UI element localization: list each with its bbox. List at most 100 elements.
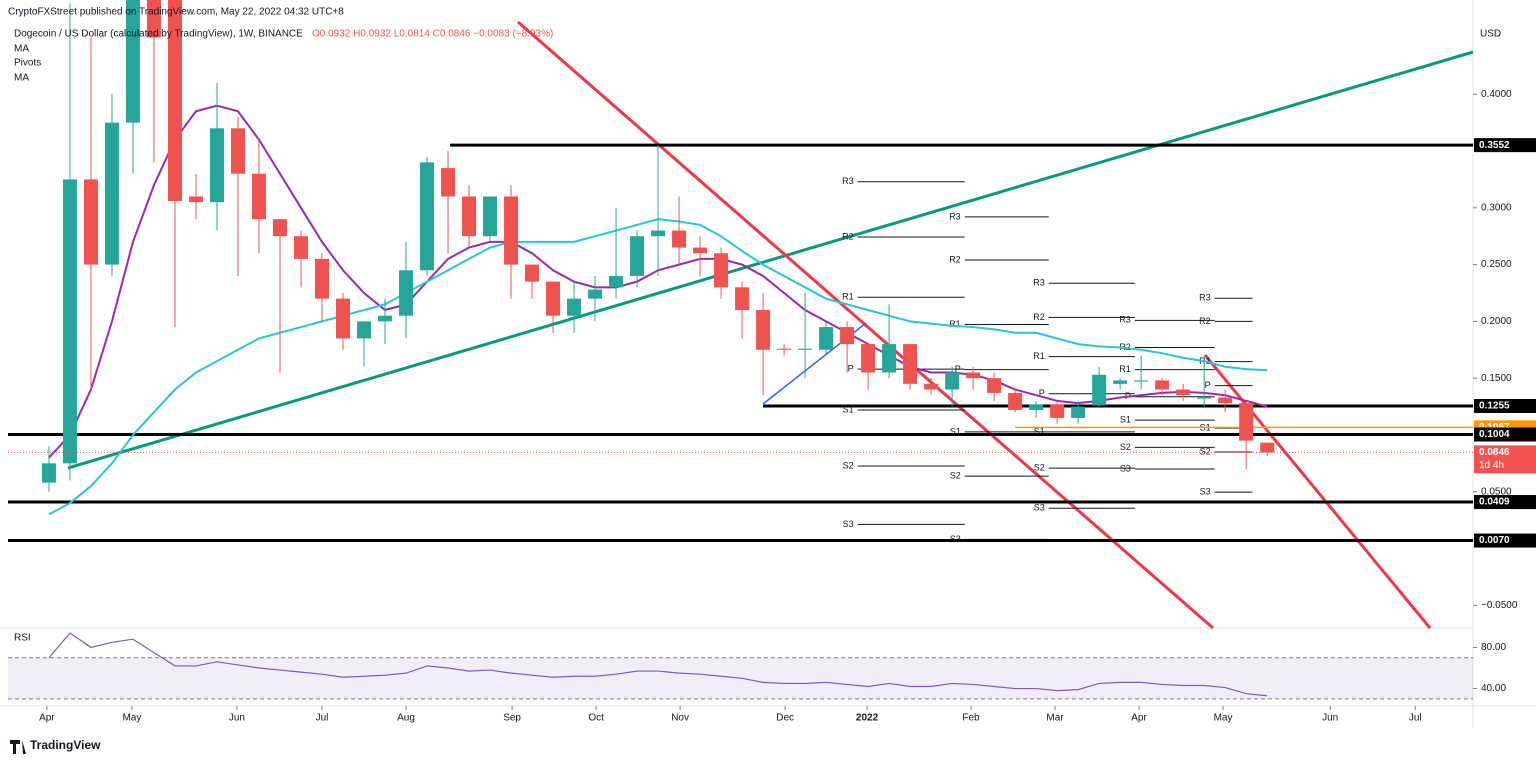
candle-body bbox=[798, 348, 813, 350]
price-tag-label: 0.0846 bbox=[1479, 447, 1510, 458]
price-tag-label: 0.0409 bbox=[1479, 497, 1510, 508]
pivot-label: R1 bbox=[1119, 364, 1131, 374]
pivot-label: S2 bbox=[1200, 446, 1211, 456]
candle-body bbox=[1197, 397, 1212, 399]
rsi-title: RSI bbox=[14, 633, 31, 644]
y-tick-label: 40.00 bbox=[1481, 683, 1506, 694]
pivot-label: R2 bbox=[1119, 342, 1131, 352]
candle-body bbox=[546, 281, 561, 316]
candle-body bbox=[840, 327, 855, 345]
publisher: CryptoFXStreet published on TradingView.… bbox=[8, 7, 344, 18]
y-tick-label: 0.0500 bbox=[1481, 486, 1512, 497]
pivot-label: S3 bbox=[1034, 503, 1045, 513]
pivot-label: S2 bbox=[1120, 442, 1131, 452]
pivot-label: S3 bbox=[1120, 463, 1131, 473]
candle-body bbox=[41, 463, 56, 483]
candle-body bbox=[1155, 380, 1170, 390]
candle-body bbox=[1176, 389, 1191, 396]
pivot-label: S1 bbox=[950, 426, 961, 436]
x-tick-label: Jul bbox=[316, 713, 329, 724]
x-tick-label: Dec bbox=[776, 713, 794, 724]
candle-body bbox=[777, 348, 792, 350]
y-tick-label: −0.0500 bbox=[1481, 600, 1518, 611]
pivot-label: P bbox=[955, 364, 961, 374]
pivot-label: S3 bbox=[843, 519, 854, 529]
price-tag bbox=[1474, 495, 1536, 510]
x-tick-label: Jul bbox=[1409, 713, 1422, 724]
pivot-label: R1 bbox=[842, 292, 854, 302]
candle-body bbox=[609, 275, 624, 288]
candle-body bbox=[462, 196, 477, 237]
candle-body bbox=[882, 344, 897, 373]
pivot-label: P bbox=[1039, 388, 1045, 398]
x-tick-label: Apr bbox=[39, 713, 55, 724]
pivot-label: R3 bbox=[1033, 278, 1045, 288]
candle-body bbox=[167, 0, 182, 202]
x-tick-label: Oct bbox=[588, 713, 604, 724]
candle-body bbox=[966, 372, 981, 379]
pivot-label: S1 bbox=[1034, 426, 1045, 436]
pivot-label: S3 bbox=[1200, 487, 1211, 497]
y-tick-label: 0.3000 bbox=[1481, 202, 1512, 213]
candle-body bbox=[672, 230, 687, 248]
candle-body bbox=[987, 378, 1002, 393]
pivot-label: S2 bbox=[950, 471, 961, 481]
candle-body bbox=[188, 196, 203, 203]
candle-body bbox=[903, 344, 918, 384]
price-tag-label: 0.3552 bbox=[1479, 140, 1510, 151]
price-tag-label: 0.1067 bbox=[1479, 422, 1510, 433]
pivot-label: R1 bbox=[949, 319, 961, 329]
candle-body bbox=[588, 289, 603, 299]
candle-body bbox=[651, 230, 666, 237]
candle-body bbox=[1113, 380, 1128, 384]
candle-body bbox=[1071, 406, 1086, 418]
y-tick-label: 0.2000 bbox=[1481, 316, 1512, 327]
candle-body bbox=[945, 372, 960, 390]
price-tag bbox=[1474, 398, 1536, 413]
pivot-label: R2 bbox=[842, 231, 854, 241]
x-tick-label: Jun bbox=[1322, 713, 1338, 724]
candle-body bbox=[1092, 374, 1107, 406]
pivot-label: R3 bbox=[1119, 315, 1131, 325]
trendline bbox=[67, 50, 1474, 470]
candle-body bbox=[209, 128, 224, 203]
candle-body bbox=[62, 179, 77, 464]
x-tick-label: May bbox=[122, 713, 141, 724]
indicator: MA bbox=[14, 73, 29, 84]
x-tick-label: 2022 bbox=[856, 713, 879, 724]
candle-body bbox=[230, 128, 245, 174]
pivot-label: S1 bbox=[1120, 415, 1131, 425]
logo bbox=[10, 740, 26, 754]
candle-body bbox=[336, 298, 351, 339]
pivot-label: P bbox=[848, 363, 854, 373]
candle-body bbox=[756, 310, 771, 350]
candle-body bbox=[1008, 392, 1023, 410]
candle-body bbox=[483, 196, 498, 237]
y-tick-label: 0.2500 bbox=[1481, 259, 1512, 270]
indicator: MA bbox=[14, 44, 29, 55]
candle-body bbox=[315, 258, 330, 299]
candle-body bbox=[567, 298, 582, 316]
x-tick-label: May bbox=[1214, 713, 1233, 724]
candle-body bbox=[357, 321, 372, 339]
candle-body bbox=[1239, 403, 1254, 441]
candle-body bbox=[735, 287, 750, 311]
pivot-label: R2 bbox=[949, 254, 961, 264]
candle-body bbox=[1218, 397, 1233, 404]
price-tag bbox=[1474, 533, 1536, 548]
candle-body bbox=[272, 219, 287, 237]
price-tag bbox=[1474, 445, 1536, 474]
footer: TradingView bbox=[30, 738, 101, 752]
price-tag-label: 0.1255 bbox=[1479, 401, 1510, 412]
candle-body bbox=[924, 383, 939, 390]
x-tick-label: Mar bbox=[1046, 713, 1064, 724]
candle-body bbox=[1029, 404, 1044, 410]
x-tick-label: Nov bbox=[671, 713, 689, 724]
pivot-label: R3 bbox=[842, 176, 854, 186]
price-tag-label: 0.1004 bbox=[1479, 429, 1510, 440]
candle-body bbox=[714, 253, 729, 288]
ohlc: O0.0932 H0.0932 L0.0814 C0.0846 −0.0083 … bbox=[312, 29, 553, 40]
indicator: Pivots bbox=[14, 58, 41, 69]
candle-body bbox=[861, 344, 876, 373]
